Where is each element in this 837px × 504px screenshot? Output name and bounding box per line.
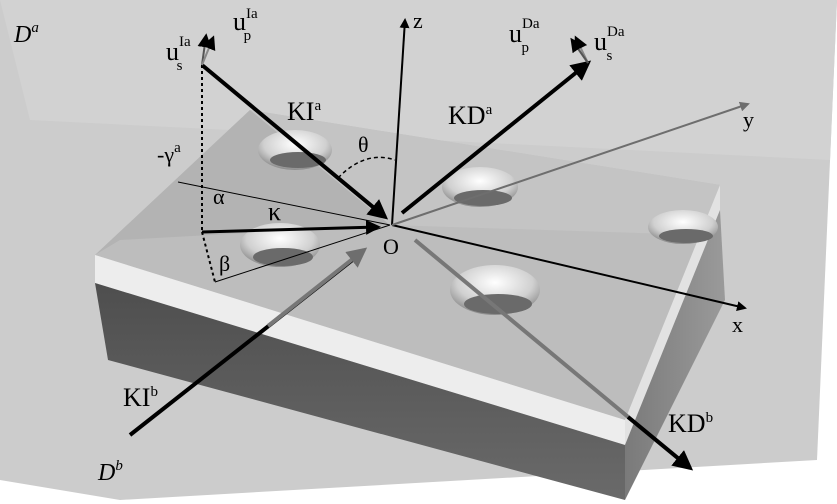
theta-arc bbox=[337, 156, 396, 179]
beta-label: β bbox=[219, 251, 230, 276]
hole-5 bbox=[450, 265, 540, 315]
ki-a-label: KIa bbox=[287, 97, 321, 126]
ki-b-arrow-tip bbox=[266, 247, 368, 328]
block-top-face-left bbox=[95, 110, 390, 255]
theta-label: θ bbox=[358, 132, 369, 157]
x-axis-label: x bbox=[732, 312, 743, 337]
kappa-arrow bbox=[201, 219, 381, 235]
block-right-dark-layer bbox=[625, 210, 725, 500]
y-axis-label: y bbox=[743, 107, 754, 132]
block-right-light-layer bbox=[625, 185, 720, 445]
beta-line bbox=[214, 224, 391, 283]
kd-b-label: KDb bbox=[668, 409, 713, 438]
kappa-label: κ bbox=[268, 197, 281, 226]
gamma-label: -γa bbox=[157, 140, 181, 167]
alpha-line bbox=[177, 181, 391, 226]
z-axis bbox=[391, 18, 410, 226]
up-ia-arrow bbox=[201, 35, 216, 66]
up-da-label: uDa p bbox=[509, 16, 540, 56]
us-da-arrow bbox=[570, 37, 589, 64]
block-front-light-layer bbox=[95, 255, 625, 445]
hole-2 bbox=[442, 167, 518, 207]
hole-3 bbox=[648, 210, 718, 244]
up-ia-label: uIa p bbox=[233, 6, 258, 44]
kd-a-label: KDa bbox=[448, 101, 493, 130]
hole-4 bbox=[240, 223, 320, 267]
plane-label-upper: Da bbox=[13, 20, 39, 48]
y-axis bbox=[391, 101, 750, 226]
ki-a-arrow bbox=[200, 63, 389, 220]
kd-b-arrow-tip bbox=[626, 415, 694, 471]
plane-label-lower: Db bbox=[97, 458, 123, 486]
z-axis-label: z bbox=[413, 8, 423, 33]
us-da-label: uDa s bbox=[594, 24, 625, 64]
x-axis bbox=[391, 224, 747, 312]
alpha-label: α bbox=[213, 184, 225, 209]
gamma-dotted-line-2 bbox=[201, 231, 216, 283]
kd-a-arrow bbox=[400, 60, 592, 215]
origin-label: O bbox=[383, 234, 399, 259]
us-ia-label: uIa s bbox=[166, 34, 191, 74]
ki-b-label: KIb bbox=[123, 383, 158, 412]
block-front-dark-layer bbox=[95, 283, 625, 500]
